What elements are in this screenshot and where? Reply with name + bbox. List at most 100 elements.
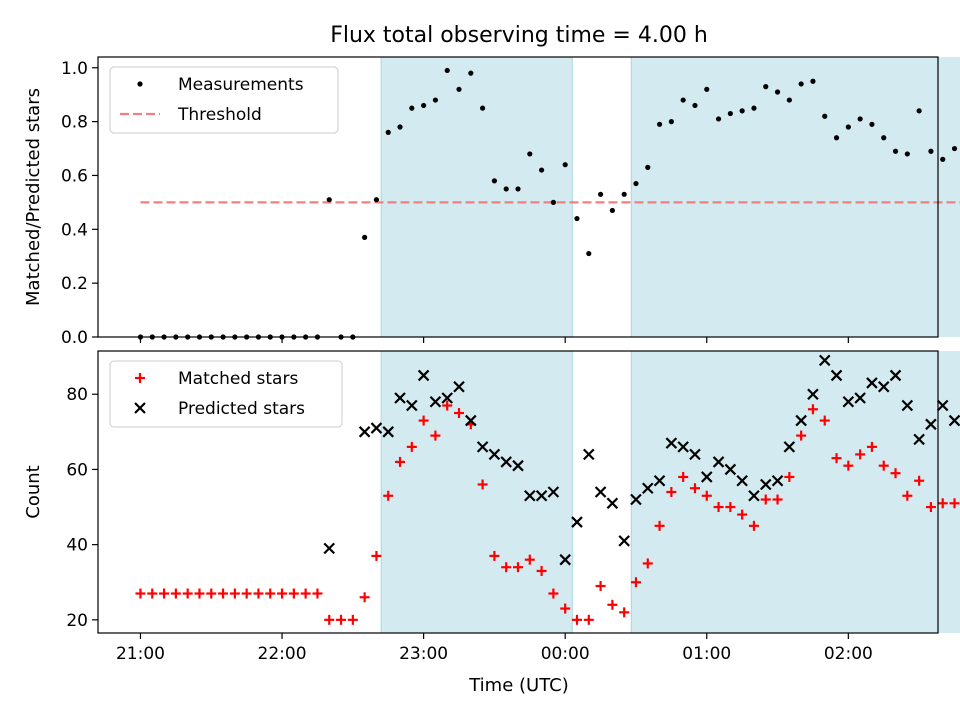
data-point bbox=[621, 191, 627, 197]
data-point bbox=[421, 102, 427, 109]
data-point bbox=[574, 215, 580, 222]
data-point-b bbox=[559, 553, 571, 566]
data-point bbox=[442, 400, 453, 411]
data-point-b bbox=[571, 516, 583, 528]
data-point bbox=[488, 448, 501, 461]
data-point bbox=[382, 426, 395, 438]
data-point bbox=[818, 354, 831, 367]
data-point bbox=[559, 553, 571, 566]
top-y-tick-label: 0.0 bbox=[61, 328, 88, 348]
data-point bbox=[748, 489, 760, 502]
data-point bbox=[385, 129, 391, 135]
x-tick-label: 00:00 bbox=[541, 644, 590, 664]
data-point-b bbox=[795, 414, 807, 427]
data-point bbox=[748, 520, 759, 531]
data-point bbox=[512, 459, 524, 472]
data-point-b bbox=[712, 456, 725, 468]
data-point bbox=[866, 377, 878, 389]
data-point bbox=[597, 191, 604, 197]
bottom-legend: Matched stars Predicted stars bbox=[109, 360, 343, 428]
data-point bbox=[656, 121, 663, 127]
data-point bbox=[810, 78, 816, 84]
data-point bbox=[418, 415, 429, 426]
data-point bbox=[725, 502, 736, 513]
data-point bbox=[830, 369, 843, 382]
top-y-axis-label: Matched/Predicted stars bbox=[23, 88, 44, 306]
data-point bbox=[774, 89, 781, 95]
top-y-tick-label: 0.8 bbox=[61, 113, 88, 133]
data-point bbox=[807, 404, 818, 415]
top-observing-span bbox=[631, 57, 960, 337]
data-point-b bbox=[358, 426, 371, 438]
data-point bbox=[724, 463, 737, 476]
data-point bbox=[515, 186, 521, 192]
data-point bbox=[583, 614, 594, 625]
x-tick-label: 01:00 bbox=[682, 644, 731, 664]
data-point-b bbox=[807, 388, 819, 401]
data-point bbox=[536, 565, 547, 576]
data-point bbox=[857, 116, 863, 122]
data-point bbox=[668, 119, 674, 125]
data-point bbox=[855, 449, 866, 460]
data-point-b bbox=[700, 471, 713, 483]
data-point bbox=[347, 614, 358, 625]
data-point bbox=[323, 542, 336, 555]
data-point bbox=[524, 554, 535, 565]
data-point bbox=[737, 509, 748, 520]
data-point bbox=[807, 388, 819, 401]
bottom-y-tick-label: 80 bbox=[66, 385, 88, 405]
data-point bbox=[159, 588, 170, 599]
data-point bbox=[843, 460, 854, 471]
data-point bbox=[916, 108, 922, 114]
data-point bbox=[739, 108, 745, 114]
data-point bbox=[417, 369, 430, 382]
data-point bbox=[949, 498, 960, 509]
data-point bbox=[456, 86, 462, 92]
data-point bbox=[641, 482, 654, 495]
data-point-b bbox=[641, 482, 654, 495]
legend-label: Threshold bbox=[177, 105, 262, 125]
data-point bbox=[501, 562, 512, 573]
data-point bbox=[548, 588, 559, 599]
data-point bbox=[135, 588, 146, 599]
data-point bbox=[715, 116, 722, 122]
bottom-y-axis-label: Count bbox=[23, 465, 44, 518]
data-point bbox=[704, 86, 710, 92]
data-point bbox=[606, 497, 619, 510]
legend-box bbox=[109, 360, 343, 428]
data-point bbox=[397, 124, 403, 130]
bottom-axes-frame bbox=[97, 350, 939, 634]
data-point bbox=[925, 502, 936, 513]
data-point bbox=[324, 614, 335, 625]
series-predicted-stars bbox=[323, 354, 960, 566]
data-point bbox=[395, 456, 406, 467]
data-point bbox=[904, 151, 910, 157]
data-point bbox=[429, 395, 442, 408]
data-point-b bbox=[476, 441, 489, 453]
data-point bbox=[878, 460, 889, 471]
data-point bbox=[736, 474, 748, 487]
data-point bbox=[713, 502, 724, 513]
data-point-b bbox=[724, 463, 737, 476]
data-point bbox=[503, 186, 509, 192]
data-point bbox=[642, 558, 653, 569]
data-point-b bbox=[512, 459, 524, 472]
data-point bbox=[359, 592, 370, 603]
data-point bbox=[538, 167, 545, 173]
data-point bbox=[795, 414, 807, 427]
data-point bbox=[336, 614, 347, 625]
data-point bbox=[689, 483, 700, 494]
data-point bbox=[845, 124, 851, 130]
data-point bbox=[913, 433, 925, 446]
legend-label: Measurements bbox=[178, 75, 304, 95]
legend-label: Matched stars bbox=[178, 369, 298, 389]
series-measurements bbox=[137, 67, 958, 340]
data-point bbox=[491, 178, 498, 184]
data-point-b bbox=[417, 369, 430, 382]
data-point bbox=[796, 430, 807, 441]
legend-label: Predicted stars bbox=[178, 399, 305, 419]
data-point bbox=[831, 453, 842, 464]
data-point-b bbox=[936, 399, 949, 412]
data-point bbox=[680, 97, 686, 103]
